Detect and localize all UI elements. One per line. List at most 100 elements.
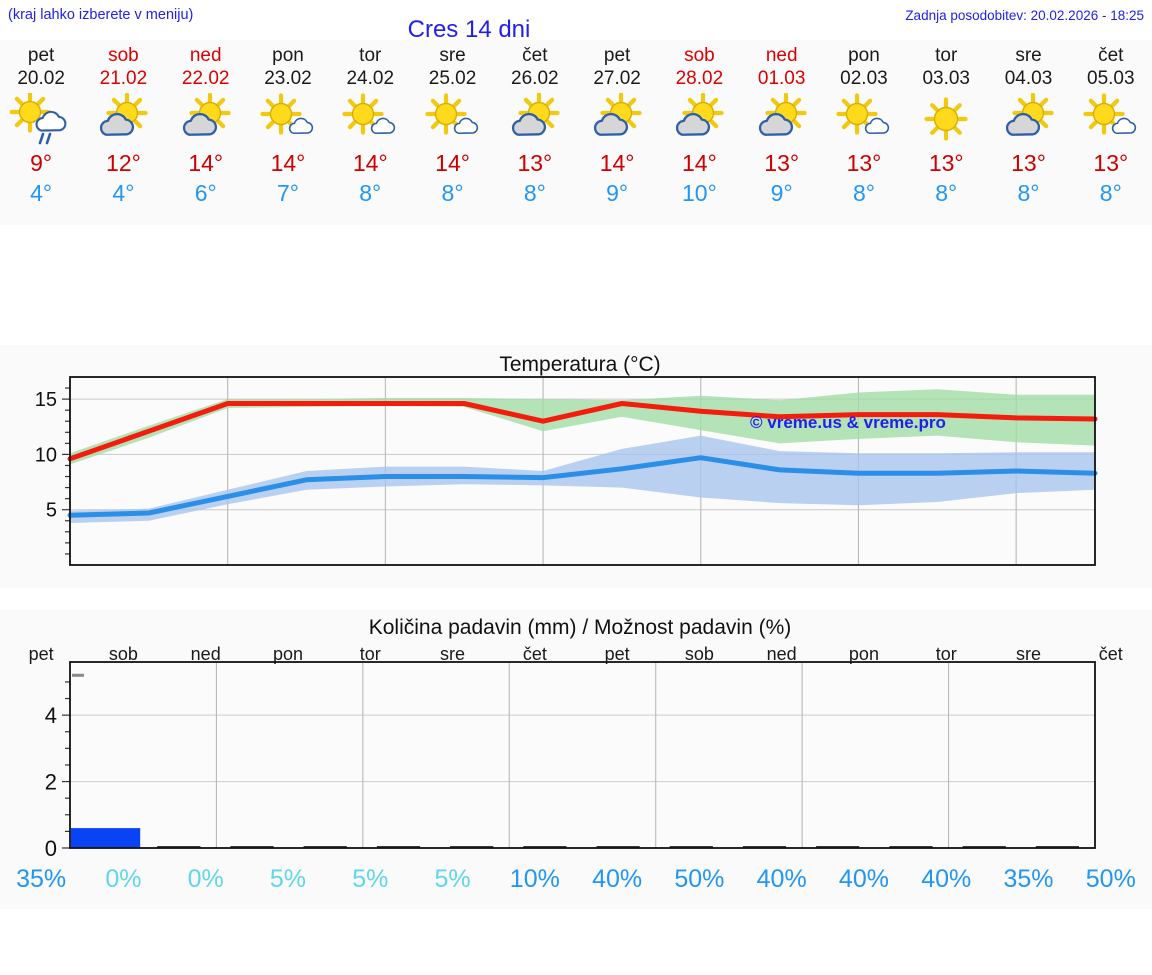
precipitation-probability-row: 35% 0% 0% 5% 5% 5% 10% 40% 50% 40% 40% 40% 35% 50% [0, 865, 1152, 909]
day-max-temperature: 13° [1093, 150, 1129, 176]
forecast-day-column[interactable]: ned 22.02 14° 6° [165, 40, 247, 225]
forecast-day-column[interactable]: sob 28.02 14° 10° [658, 40, 740, 225]
sun-behind-gray-cloud-icon [494, 92, 576, 148]
day-max-temperature: 14° [435, 150, 470, 176]
forecast-day-column[interactable]: pet 27.02 14° 9° [576, 40, 658, 225]
forecast-day-column[interactable]: čet 26.02 13° 8° [494, 40, 576, 225]
precipitation-x-label: sob [108, 644, 138, 664]
day-name: čet [522, 45, 548, 66]
precipitation-probability: 0% [187, 865, 224, 893]
precipitation-probability: 5% [352, 865, 389, 893]
day-min-temperature: 8° [852, 180, 875, 206]
precipitation-probability: 5% [269, 865, 307, 893]
day-max-temperature: 13° [764, 150, 800, 176]
temperature-chart: 5 10 15 [35, 376, 1098, 566]
forecast-day-column[interactable]: sre 04.03 13° 8° [987, 40, 1069, 225]
precipitation-chart-title: Količina padavin (mm) / Možnost padavin … [368, 616, 792, 639]
precipitation-probability: 40% [921, 865, 972, 893]
svg-text:0: 0 [45, 836, 57, 861]
day-min-temperature: 8° [1017, 180, 1040, 206]
svg-text:5: 5 [46, 500, 57, 522]
precipitation-x-label: sre [440, 644, 466, 664]
precipitation-x-label: pon [272, 644, 303, 664]
forecast-day-column[interactable]: pon 23.02 14° 7° [247, 40, 329, 225]
day-date: 01.03 [757, 68, 806, 89]
day-max-temperature: 12° [106, 150, 141, 176]
day-date: 02.03 [840, 68, 888, 89]
svg-text:4: 4 [45, 703, 57, 728]
day-date: 26.02 [511, 68, 559, 89]
forecast-day-column[interactable]: pon 02.03 13° 8° [823, 40, 905, 225]
day-max-temperature: 14° [599, 150, 635, 176]
precipitation-probability: 10% [509, 865, 560, 893]
precipitation-probability: 40% [592, 865, 643, 893]
day-max-temperature: 14° [352, 150, 388, 176]
temperature-chart-title: Temperatura (°C) [499, 353, 661, 376]
day-date: 05.03 [1087, 68, 1135, 89]
day-max-temperature: 13° [928, 150, 964, 176]
precipitation-x-label: sob [684, 644, 714, 664]
day-min-temperature: 6° [194, 180, 217, 206]
day-date: 21.02 [99, 68, 148, 89]
forecast-day-column[interactable]: sre 25.02 14° 8° [411, 40, 493, 225]
day-min-temperature: 4° [112, 180, 135, 206]
day-max-temperature: 13° [517, 150, 553, 176]
forecast-day-column[interactable]: tor 03.03 13° 8° [905, 40, 987, 225]
sun-behind-gray-cloud-icon [576, 92, 658, 148]
day-name: ned [765, 45, 798, 66]
watermark-label: © vreme.us & vreme.pro [750, 413, 946, 432]
day-min-temperature: 10° [682, 180, 717, 206]
forecast-day-column[interactable]: sob 21.02 12° 4° [82, 40, 164, 225]
day-name: pet [27, 45, 55, 66]
day-min-temperature: 9° [770, 180, 793, 206]
precipitation-probability: 35% [16, 865, 67, 893]
precipitation-x-axis-labels: pet sob ned pon tor sre čet pet sob ned pon tor sre č… [0, 644, 1152, 665]
precipitation-x-label: čet [522, 644, 547, 664]
precipitation-probability: 0% [105, 865, 142, 893]
day-name: tor [359, 45, 382, 66]
day-name: pet [603, 45, 631, 66]
day-min-temperature: 4° [30, 180, 53, 206]
day-date: 20.02 [17, 68, 65, 89]
day-name: ned [189, 45, 222, 66]
sun-behind-gray-cloud-icon [741, 92, 823, 148]
svg-text:10: 10 [35, 444, 57, 466]
day-max-temperature: 14° [270, 150, 306, 176]
precipitation-chart-panel: Količina padavin (mm) / Možnost padavin … [0, 610, 1152, 865]
precipitation-probability: 50% [674, 865, 725, 893]
day-max-temperature: 14° [682, 150, 717, 176]
day-min-temperature: 8° [935, 180, 958, 206]
precipitation-probability: 40% [756, 865, 807, 893]
location-hint: (kraj lahko izberete v meniju) [8, 7, 194, 23]
chart-separator [0, 588, 1152, 610]
day-name: sre [439, 45, 466, 66]
day-date: 04.03 [1004, 68, 1053, 89]
day-max-temperature: 9° [30, 150, 53, 176]
day-max-temperature: 13° [846, 150, 882, 176]
day-min-temperature: 8° [359, 180, 382, 206]
day-name: sre [1015, 45, 1042, 66]
precipitation-x-label: čet [1098, 644, 1123, 664]
sun-small-cloud-icon [823, 92, 905, 148]
precipitation-x-label: ned [190, 644, 221, 664]
sun-small-cloud-icon [411, 92, 493, 148]
page-title: Cres 14 dni [407, 16, 531, 43]
day-max-temperature: 13° [1011, 150, 1046, 176]
spacer-band [0, 225, 1152, 345]
forecast-day-column[interactable]: ned 01.03 13° 9° [741, 40, 823, 225]
day-name: pon [848, 45, 880, 66]
day-name: sob [108, 45, 139, 66]
day-date: 03.03 [922, 68, 970, 89]
precipitation-x-label: sre [1016, 644, 1042, 664]
day-min-temperature: 7° [276, 180, 299, 206]
sun-cloud-rain-icon [0, 92, 82, 148]
day-date: 27.02 [593, 68, 641, 89]
sun-small-cloud-icon [329, 92, 411, 148]
forecast-day-column[interactable]: čet 05.03 13° 8° [1070, 40, 1152, 225]
day-max-temperature: 14° [188, 150, 224, 176]
day-name: čet [1098, 45, 1124, 66]
sun-behind-gray-cloud-icon [987, 92, 1069, 148]
forecast-day-column[interactable]: pet 20.02 9° 4° [0, 40, 82, 225]
day-date: 25.02 [428, 68, 477, 89]
forecast-day-column[interactable]: tor 24.02 14° 8° [329, 40, 411, 225]
